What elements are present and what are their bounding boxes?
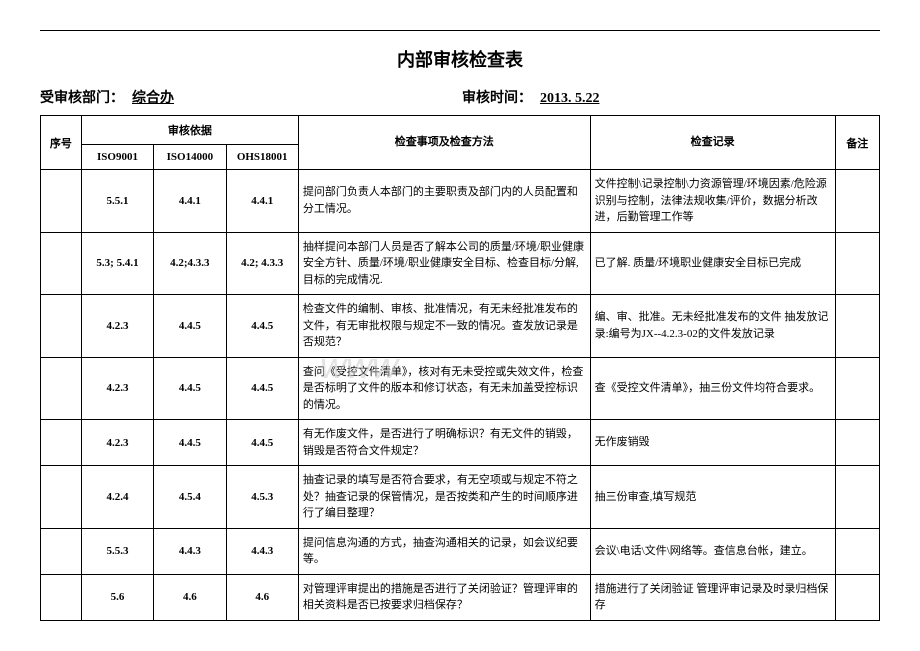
cell-ohs18001: 4.4.5 [226,420,298,466]
cell-method: 查问《受控文件清单》，核对有无未受控或失效文件，检查是否标明了文件的版本和修订状… [298,357,590,420]
cell-method: 抽样提问本部门人员是否了解本公司的质量/环境/职业健康安全方针、质量/环境/职业… [298,232,590,295]
cell-seq [41,574,82,620]
audit-table: 序号 审核依据 检查事项及检查方法 检查记录 备注 ISO9001 ISO140… [40,115,880,621]
col-note: 备注 [835,116,879,170]
cell-ohs18001: 4.6 [226,574,298,620]
cell-iso9001: 4.2.4 [81,466,153,529]
cell-iso9001: 4.2.3 [81,357,153,420]
dept-label: 受审核部门： [40,91,124,106]
top-rule [40,30,880,31]
cell-iso9001: 4.2.3 [81,420,153,466]
col-record: 检查记录 [590,116,835,170]
cell-record: 无作废销毁 [590,420,835,466]
cell-note [835,528,879,574]
cell-seq [41,357,82,420]
page-title: 内部审核检查表 [40,46,880,72]
cell-iso9001: 5.5.3 [81,528,153,574]
cell-note [835,295,879,358]
cell-seq [41,232,82,295]
col-seq: 序号 [41,116,82,170]
col-ohs18001: OHS18001 [226,145,298,170]
cell-method: 有无作废文件，是否进行了明确标识？有无文件的销毁，销毁是否符合文件规定？ [298,420,590,466]
cell-iso14000: 4.4.5 [154,295,226,358]
cell-note [835,170,879,233]
cell-method: 检查文件的编制、审核、批准情况，有无未经批准发布的文件，有无审批权限与规定不一致… [298,295,590,358]
table-row: 5.64.64.6对管理评审提出的措施是否进行了关闭验证？管理评审的相关资料是否… [41,574,880,620]
cell-ohs18001: 4.4.1 [226,170,298,233]
col-iso9001: ISO9001 [81,145,153,170]
dept-section: 受审核部门：综合办 [40,87,182,107]
cell-note [835,420,879,466]
cell-seq [41,466,82,529]
cell-record: 已了解. 质量/环境职业健康安全目标已完成 [590,232,835,295]
cell-iso14000: 4.4.3 [154,528,226,574]
cell-seq [41,420,82,466]
cell-seq [41,295,82,358]
cell-iso14000: 4.2;4.3.3 [154,232,226,295]
cell-method: 抽查记录的填写是否符合要求，有无空项或与规定不符之处？抽查记录的保管情况，是否按… [298,466,590,529]
col-method: 检查事项及检查方法 [298,116,590,170]
cell-method: 对管理评审提出的措施是否进行了关闭验证？管理评审的相关资料是否已按要求归档保存？ [298,574,590,620]
cell-record: 编、审、批准。无未经批准发布的文件 抽发放记录:编号为JX--4.2.3-02的… [590,295,835,358]
time-value: 2013. 5.22 [532,91,608,106]
cell-record: 会议\电话\文件\网络等。查信息台帐，建立。 [590,528,835,574]
cell-ohs18001: 4.5.3 [226,466,298,529]
dept-value: 综合办 [124,91,182,106]
cell-iso9001: 5.6 [81,574,153,620]
cell-note [835,357,879,420]
cell-method: 提问部门负责人本部门的主要职责及部门内的人员配置和分工情况。 [298,170,590,233]
table-row: 4.2.34.4.54.4.5有无作废文件，是否进行了明确标识？有无文件的销毁，… [41,420,880,466]
cell-seq [41,170,82,233]
time-label: 审核时间： [462,91,532,106]
cell-note [835,466,879,529]
cell-iso14000: 4.4.5 [154,357,226,420]
cell-ohs18001: 4.4.5 [226,357,298,420]
header-row: 受审核部门：综合办 审核时间：2013. 5.22 [40,87,880,107]
col-iso14000: ISO14000 [154,145,226,170]
col-basis: 审核依据 [81,116,298,145]
cell-method: 提问信息沟通的方式，抽查沟通相关的记录，如会议纪要等。 [298,528,590,574]
table-row: 5.5.34.4.34.4.3提问信息沟通的方式，抽查沟通相关的记录，如会议纪要… [41,528,880,574]
cell-ohs18001: 4.4.5 [226,295,298,358]
table-row: 5.3; 5.4.14.2;4.3.34.2; 4.3.3抽样提问本部门人员是否… [41,232,880,295]
table-row: 4.2.44.5.44.5.3抽查记录的填写是否符合要求，有无空项或与规定不符之… [41,466,880,529]
cell-iso14000: 4.6 [154,574,226,620]
cell-ohs18001: 4.2; 4.3.3 [226,232,298,295]
cell-iso14000: 4.5.4 [154,466,226,529]
cell-record: 抽三份审查,填写规范 [590,466,835,529]
cell-iso14000: 4.4.1 [154,170,226,233]
cell-note [835,232,879,295]
cell-record: 查《受控文件清单》，抽三份文件均符合要求。 [590,357,835,420]
cell-iso9001: 5.5.1 [81,170,153,233]
cell-seq [41,528,82,574]
cell-note [835,574,879,620]
table-row: 5.5.14.4.14.4.1提问部门负责人本部门的主要职责及部门内的人员配置和… [41,170,880,233]
time-section: 审核时间：2013. 5.22 [462,87,608,107]
cell-record: 措施进行了关闭验证 管理评审记录及时录归档保存 [590,574,835,620]
cell-iso9001: 4.2.3 [81,295,153,358]
cell-iso9001: 5.3; 5.4.1 [81,232,153,295]
table-row: 4.2.34.4.54.4.5检查文件的编制、审核、批准情况，有无未经批准发布的… [41,295,880,358]
cell-iso14000: 4.4.5 [154,420,226,466]
cell-record: 文件控制\记录控制\力资源管理/环境因素/危险源识别与控制，法律法规收集/评价，… [590,170,835,233]
cell-ohs18001: 4.4.3 [226,528,298,574]
table-row: 4.2.34.4.54.4.5查问《受控文件清单》，核对有无未受控或失效文件，检… [41,357,880,420]
